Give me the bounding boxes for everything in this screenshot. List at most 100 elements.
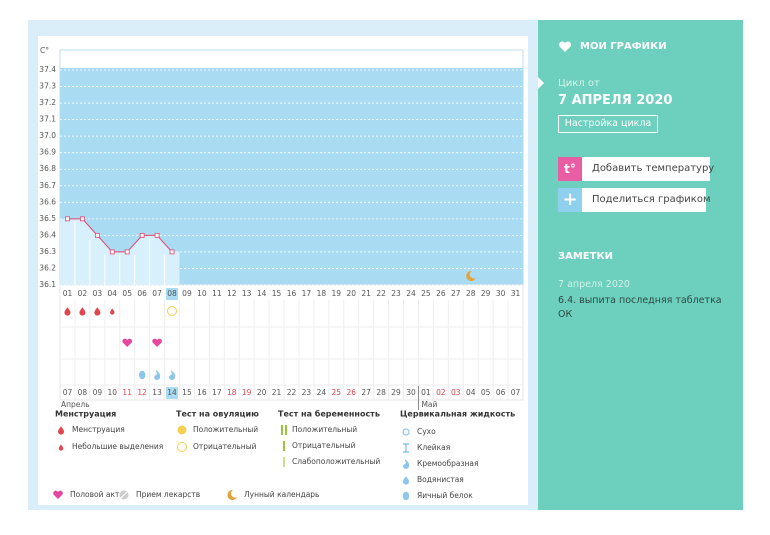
month-label: Апрель [61,400,90,409]
legend-label: Положительный [292,425,357,434]
legend-icon [57,426,65,435]
settings-button[interactable]: Настройка цикла [558,115,658,133]
cycle-day-label: 23 [302,388,312,397]
cycle-from: Цикл от [558,78,600,89]
today-highlight [166,288,179,300]
egg-white-icon [138,370,146,380]
share-button[interactable]: + Поделиться графиком [558,188,711,212]
temperature-point [139,232,145,238]
legend-label: Слабоположительный [292,457,380,466]
day-label: 31 [511,289,521,298]
y-tick-label: 37.3 [39,82,56,91]
day-label: 03 [93,289,103,298]
legend-label: Прием лекарств [136,490,200,499]
temperature-point [94,232,100,238]
cycle-day-label: 22 [287,388,297,397]
cycle-day-label: 21 [272,388,282,397]
cycle-day-label: 02 [436,388,446,397]
day-label: 17 [302,289,312,298]
add-temperature-button[interactable]: t° Добавить температуру [558,157,714,181]
legend-label: Менструация [72,425,125,434]
day-label: 21 [361,289,371,298]
temperature-icon: t° [558,157,582,181]
legend-icon [177,442,187,452]
cycle-day-label: 27 [361,388,371,397]
cycle-day-label: 03 [451,388,461,397]
note-date: 7 апреля 2020 [558,279,630,290]
egg-white-icon [402,491,410,501]
legend-icon [283,457,285,467]
day-label: 14 [257,289,267,298]
ovulation-negative-icon [167,306,178,316]
sidebar: МОИ ГРАФИКИ Цикл от 7 АПРЕЛЯ 2020 Настро… [538,20,743,510]
legend-label: Отрицательный [292,441,356,450]
legend-title: Тест на овуляцию [176,410,259,419]
cycle-day-label: 06 [496,388,506,397]
temperature-point [80,216,85,222]
temperature-point [109,249,115,255]
day-label: 12 [227,289,237,298]
symbol-area [59,284,524,401]
light-spotting-icon [110,308,115,315]
cycle-day-label: 26 [346,388,356,397]
note-text: 6.4. выпита последняя таблетка ОК [558,295,722,320]
sidebar-title: МОИ ГРАФИКИ [580,41,667,52]
cycle-day-label: 30 [406,388,416,397]
moon-icon [227,489,237,500]
day-label: 07 [152,289,162,298]
day-label: 11 [212,289,222,298]
notes-title: ЗАМЕТКИ [558,251,613,262]
moon-icon [466,270,476,281]
legend-label: Половой акт [70,490,120,499]
day-label: 10 [197,289,207,298]
cycle-day-label: 04 [466,388,476,397]
y-tick-label: 36.6 [39,197,56,206]
cycle-day-label: 18 [227,388,237,397]
day-label: 01 [63,289,73,298]
day-label: 22 [376,289,386,298]
day-label: 06 [137,289,147,298]
legend-title: Менструация [55,410,116,419]
legend-label: Отрицательный [193,442,257,451]
cycle-day-label: 28 [376,388,386,397]
add-temperature-label: Добавить температуру [592,163,715,174]
cycle-day-label: 29 [391,388,401,397]
cycle-day-label: 07 [63,388,73,397]
cycle-day-label: 19 [242,388,252,397]
cycle-day-label: 13 [152,388,162,397]
day-label: 29 [481,289,491,298]
legend-label: Водянистая [417,475,464,484]
day-label: 02 [78,289,88,298]
legend-title: Цервикальная жидкость [400,410,515,419]
day-label: 04 [108,289,118,298]
legend-icon [285,425,287,435]
legend-icon [58,444,64,451]
legend-label: Яичный белок [417,491,473,500]
cycle-day-label: 08 [78,388,88,397]
cycle-day-label: 17 [212,388,222,397]
day-label: 08 [167,289,177,298]
legend-icon [283,441,285,451]
day-label: 25 [421,289,431,298]
legend-label: Кремообразная [417,459,479,468]
heart-icon [152,338,162,347]
legend-label: Положительный [193,425,258,434]
heart-icon [122,338,133,347]
legend-label: Лунный календарь [244,490,319,499]
day-label: 15 [272,289,282,298]
temperature-point [154,232,160,238]
day-label: 20 [346,289,356,298]
day-label: 09 [182,289,192,298]
y-tick-label: 37.2 [39,98,56,107]
legend-label: Небольшие выделения [72,442,163,451]
y-tick-label: 37.1 [39,115,56,124]
y-tick-label: 36.8 [39,164,56,173]
y-tick-label: 37.0 [39,131,56,140]
legend-icon [177,425,187,435]
day-label: 24 [406,289,416,298]
day-label: 19 [332,289,342,298]
menstruation-icon [79,307,86,316]
day-label: 13 [242,289,252,298]
day-label: 18 [317,289,327,298]
y-tick-label: 36.9 [39,148,56,157]
